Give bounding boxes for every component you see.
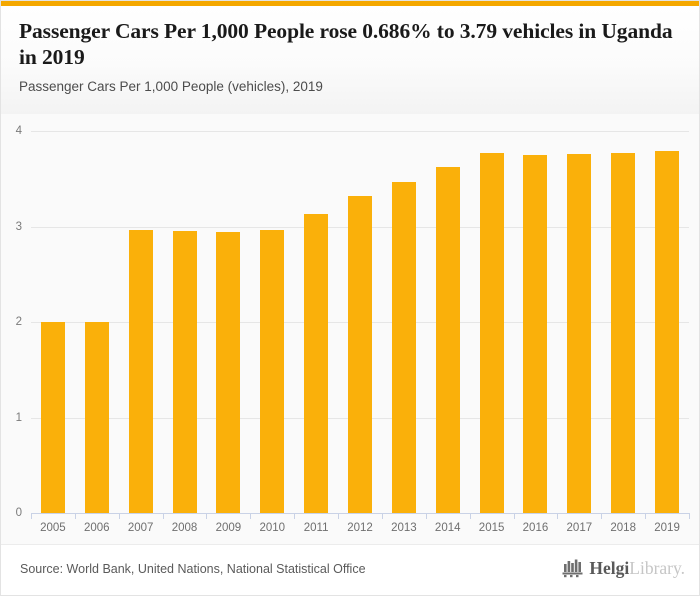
- bar-slot: [426, 131, 470, 513]
- x-axis-tick-label: 2015: [478, 522, 505, 534]
- x-axis-tick-label: 2010: [259, 522, 286, 534]
- x-axis-tick-label: 2017: [566, 522, 593, 534]
- x-axis-tick-label: 2011: [303, 522, 329, 534]
- x-axis-tick: [74, 513, 76, 519]
- x-axis-line: [31, 513, 689, 514]
- bar[interactable]: [435, 167, 460, 513]
- x-axis-tick-label: 2007: [127, 522, 154, 534]
- helgi-library-logo[interactable]: HelgiLibrary.: [562, 558, 685, 578]
- chart-subtitle: Passenger Cars Per 1,000 People (vehicle…: [19, 79, 323, 94]
- y-axis-tick-label: 4: [15, 125, 22, 137]
- x-axis-tick-label: 2008: [171, 522, 198, 534]
- x-axis-tick: [689, 513, 690, 519]
- x-axis-tick-label: 2006: [84, 522, 110, 534]
- x-axis-tick: [557, 513, 559, 519]
- bar[interactable]: [523, 154, 548, 513]
- x-axis-tick: [601, 513, 603, 519]
- bar-slot: [338, 131, 382, 513]
- x-axis-tick-label: 2012: [347, 522, 373, 534]
- x-axis-tick: [381, 513, 383, 519]
- x-axis-tick: [162, 513, 164, 519]
- top-accent-bar: [1, 1, 699, 6]
- bar-slot: [601, 131, 645, 513]
- chart-header: Passenger Cars Per 1,000 People rose 0.6…: [1, 6, 699, 114]
- bar-slot: [163, 131, 207, 513]
- bar[interactable]: [216, 232, 241, 513]
- bar[interactable]: [347, 195, 372, 513]
- bar-slot: [75, 131, 119, 513]
- page-title: Passenger Cars Per 1,000 People rose 0.6…: [19, 19, 673, 69]
- x-axis-tick-label: 2005: [40, 522, 66, 534]
- bar[interactable]: [304, 214, 329, 513]
- bar-slot: [294, 131, 338, 513]
- source-note: Source: World Bank, United Nations, Nati…: [20, 562, 366, 576]
- x-axis-tick-label: 2019: [654, 522, 680, 534]
- x-axis-tick-label: 2013: [391, 522, 417, 534]
- bar[interactable]: [567, 153, 592, 513]
- bar-slot: [470, 131, 514, 513]
- bar-chart-building-icon: [562, 559, 583, 578]
- logo-text-secondary: Library.: [629, 558, 685, 578]
- x-axis-tick: [206, 513, 208, 519]
- x-axis-tick-label: 2014: [434, 522, 461, 534]
- plot-area: 0 1 2 3 4 2005 2006 2007 2008 2009 2010 2011 2012 20…: [1, 114, 699, 544]
- bar[interactable]: [260, 230, 285, 513]
- bar[interactable]: [40, 322, 65, 513]
- bar[interactable]: [479, 152, 504, 513]
- bar-slot: [250, 131, 294, 513]
- x-axis-tick: [31, 513, 32, 519]
- bar[interactable]: [172, 231, 197, 513]
- bar-slot: [31, 131, 75, 513]
- x-axis-tick: [294, 513, 296, 519]
- plot-inner: 0 1 2 3 4 2005 2006 2007 2008 2009 2010 2011 2012 20…: [16, 125, 690, 534]
- y-axis-tick-label: 0: [15, 507, 22, 519]
- x-axis-tick: [250, 513, 252, 519]
- bar-slot: [514, 131, 558, 513]
- chart-footer: Source: World Bank, United Nations, Nati…: [1, 544, 699, 595]
- x-axis-tick: [469, 513, 471, 519]
- bar[interactable]: [84, 322, 109, 513]
- gridline: [31, 131, 689, 132]
- bar-slot: [382, 131, 426, 513]
- bar-slot: [645, 131, 689, 513]
- y-axis-tick-label: 2: [15, 316, 22, 328]
- bar-slot: [119, 131, 163, 513]
- y-axis-tick-label: 1: [15, 411, 22, 424]
- bar-slot: [206, 131, 250, 513]
- bar[interactable]: [655, 151, 680, 513]
- x-axis-tick-label: 2009: [215, 522, 242, 534]
- logo-text-primary: Helgi: [589, 558, 630, 578]
- y-axis-tick-label: 3: [15, 220, 22, 233]
- x-axis-tick: [645, 513, 647, 519]
- x-axis-tick-label: 2018: [610, 522, 636, 534]
- bar[interactable]: [611, 152, 636, 513]
- bar-series: [31, 131, 689, 513]
- logo-wordmark: HelgiLibrary.: [589, 558, 685, 578]
- x-axis-tick: [338, 513, 340, 519]
- bar[interactable]: [391, 181, 416, 513]
- x-axis-tick: [118, 513, 120, 519]
- bar[interactable]: [128, 230, 153, 513]
- x-axis-tick-label: 2016: [522, 522, 549, 534]
- x-axis-tick: [513, 513, 515, 519]
- x-axis-tick: [425, 513, 427, 519]
- bar-slot: [557, 131, 601, 513]
